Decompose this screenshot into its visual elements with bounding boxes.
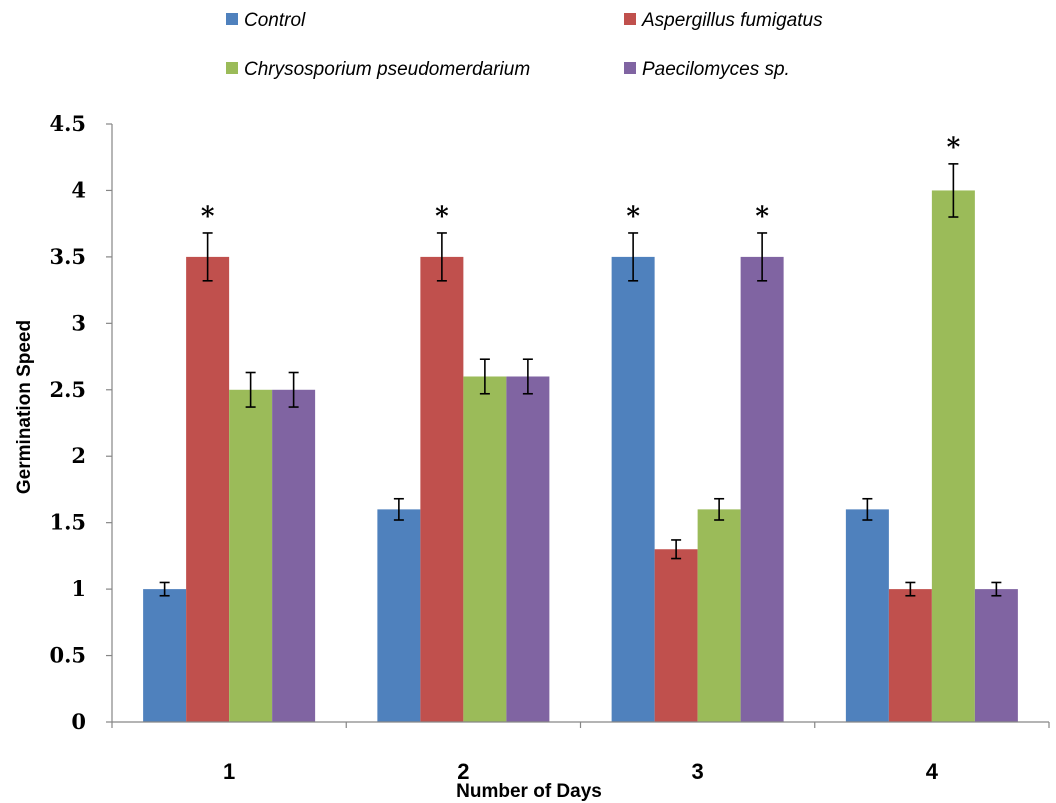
bar xyxy=(740,256,784,722)
legend-swatch xyxy=(624,13,636,25)
significance-star: * xyxy=(201,202,215,232)
legend-label: Aspergillus fumigatus xyxy=(641,10,823,31)
y-tick-label: 1 xyxy=(71,576,86,601)
legend-swatch xyxy=(226,13,238,25)
bar xyxy=(611,256,655,722)
bar xyxy=(506,376,550,722)
bar xyxy=(420,256,464,722)
bar xyxy=(229,389,273,722)
bar xyxy=(931,190,975,722)
x-tick-label: 4 xyxy=(926,759,939,784)
x-tick-label: 3 xyxy=(692,759,704,784)
significance-star: * xyxy=(947,133,961,163)
bars xyxy=(143,190,1018,722)
error-bars xyxy=(159,163,1002,597)
x-tick-label: 1 xyxy=(223,759,235,784)
bar xyxy=(697,509,741,722)
y-axis-title: Germination Speed xyxy=(14,320,35,494)
legend-label: Control xyxy=(244,10,306,31)
significance-star: * xyxy=(435,202,449,232)
y-tick-label: 0.5 xyxy=(49,643,86,668)
legend-swatch xyxy=(624,62,636,74)
x-tick-label: 2 xyxy=(457,759,469,784)
y-axis-ticks: 0 0.5 1 1.5 2 2.5 3 3.5 4 4.5 xyxy=(49,111,112,734)
bar xyxy=(186,256,230,722)
y-tick-label: 2 xyxy=(71,443,86,468)
y-tick-label: 0 xyxy=(71,709,86,734)
bar xyxy=(974,589,1018,722)
legend: Control Aspergillus fumigatus Chrysosporiu… xyxy=(226,10,823,80)
bar xyxy=(888,589,932,722)
legend-label: Paecilomyces sp. xyxy=(642,59,790,80)
legend-label: Chrysosporium pseudomerdarium xyxy=(244,59,530,80)
bar xyxy=(845,509,889,722)
bar xyxy=(377,509,421,722)
y-tick-label: 4.5 xyxy=(49,111,86,136)
significance-star: * xyxy=(755,202,769,232)
y-tick-label: 3 xyxy=(71,310,86,335)
bar xyxy=(463,376,507,722)
y-tick-label: 2.5 xyxy=(49,377,86,402)
axes xyxy=(111,124,1050,728)
y-tick-label: 3.5 xyxy=(49,244,86,269)
y-tick-label: 4 xyxy=(71,177,86,202)
bar xyxy=(143,589,187,722)
bar xyxy=(654,549,698,722)
y-tick-label: 1.5 xyxy=(49,510,86,535)
x-axis-ticks: 1 2 3 4 xyxy=(223,759,939,784)
x-axis-title: Number of Days xyxy=(456,781,602,802)
significance-marks: * * * * * xyxy=(201,133,961,232)
bar xyxy=(272,389,316,722)
legend-swatch xyxy=(226,62,238,74)
significance-star: * xyxy=(626,202,640,232)
